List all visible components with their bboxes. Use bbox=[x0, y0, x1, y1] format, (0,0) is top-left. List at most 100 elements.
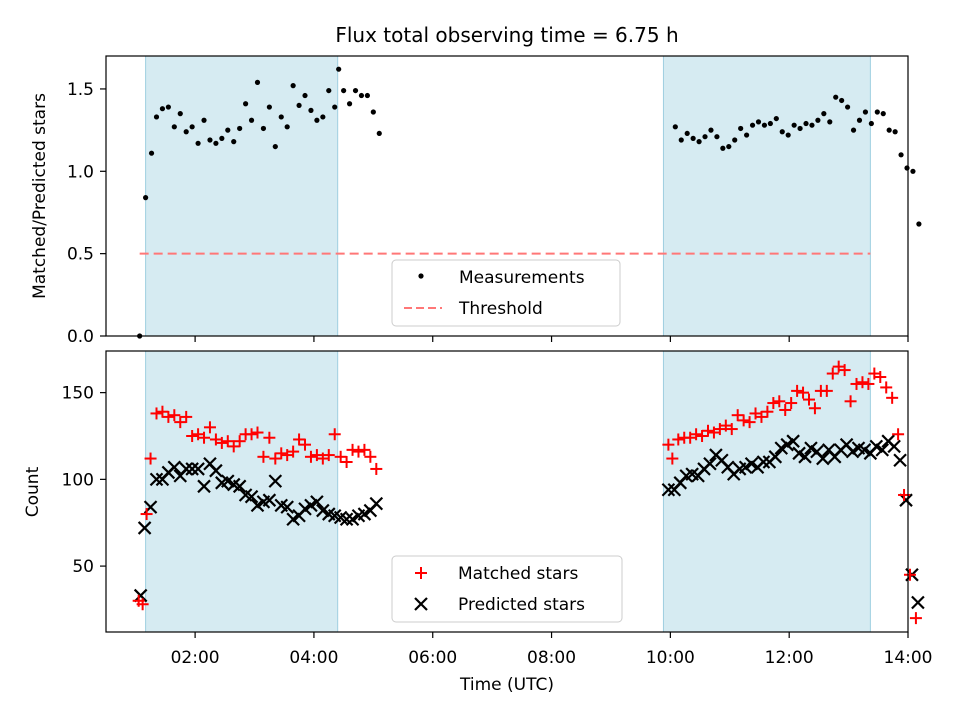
matched-star-point-24 bbox=[263, 431, 276, 444]
matched-star-point-29 bbox=[293, 433, 306, 446]
predicted-star-point-20 bbox=[244, 489, 259, 504]
matched-star-point-50 bbox=[701, 424, 714, 437]
bottom-legend-box bbox=[391, 555, 623, 623]
chart-title: Flux total observing time = 6.75 h bbox=[335, 23, 678, 47]
measurement-point-3 bbox=[148, 150, 155, 156]
top-legend: Measurements Threshold bbox=[391, 259, 621, 327]
measurement-point-70 bbox=[833, 94, 839, 100]
matched-star-point-37 bbox=[340, 456, 353, 469]
measurement-point-25 bbox=[278, 114, 284, 120]
x-tick-label-5: 10:00 bbox=[646, 648, 695, 668]
measurement-point-17 bbox=[231, 139, 237, 145]
predicted-star-point-18 bbox=[232, 479, 247, 494]
top-plot-frame bbox=[105, 55, 909, 337]
predicted-star-point-1 bbox=[133, 588, 148, 603]
legend-matched-marker bbox=[415, 567, 427, 579]
measurement-point-15 bbox=[219, 135, 225, 141]
matched-star-point-64 bbox=[785, 397, 798, 410]
matched-star-point-79 bbox=[874, 371, 887, 384]
legend-predicted-label: Predicted stars bbox=[458, 595, 585, 615]
predicted-star-point-11 bbox=[191, 462, 205, 476]
bottom-y-tick-label-1: 50 bbox=[72, 557, 94, 577]
top-y-tick-label-3: 1.0 bbox=[67, 162, 94, 182]
measurement-point-2 bbox=[143, 195, 149, 201]
matched-star-point-36 bbox=[334, 450, 347, 463]
predicted-star-point-58 bbox=[756, 455, 771, 469]
matched-star-point-65 bbox=[791, 384, 804, 397]
matched-star-point-66 bbox=[797, 386, 810, 399]
predicted-star-point-68 bbox=[816, 451, 830, 466]
measurement-point-16 bbox=[225, 127, 231, 133]
measurement-point-46 bbox=[690, 135, 696, 141]
matched-star-point-56 bbox=[737, 414, 750, 427]
matched-star-point-9 bbox=[174, 416, 187, 429]
matched-star-point-61 bbox=[767, 397, 780, 410]
bottom-legend: Matched stars Predicted stars bbox=[391, 555, 623, 623]
measurement-point-76 bbox=[868, 120, 874, 127]
legend-threshold-label: Threshold bbox=[458, 299, 543, 319]
measurement-point-22 bbox=[260, 125, 267, 132]
measurement-point-52 bbox=[726, 143, 732, 150]
measurement-point-79 bbox=[886, 127, 892, 133]
matched-star-point-70 bbox=[820, 384, 833, 397]
measurement-point-56 bbox=[749, 122, 756, 128]
top-y-tick-label-1: 0.0 bbox=[67, 327, 94, 347]
measurement-point-84 bbox=[916, 221, 922, 227]
matched-star-point-67 bbox=[802, 393, 815, 406]
measurement-point-41 bbox=[370, 109, 376, 115]
legend-predicted-marker bbox=[414, 597, 428, 611]
measurement-point-14 bbox=[213, 140, 219, 146]
measurement-point-13 bbox=[207, 137, 213, 143]
predicted-star-point-65 bbox=[798, 450, 812, 464]
measurement-point-9 bbox=[183, 129, 189, 135]
matched-star-point-21 bbox=[245, 428, 258, 441]
matched-star-point-39 bbox=[352, 445, 365, 458]
measurement-point-66 bbox=[809, 122, 815, 128]
measurement-point-38 bbox=[352, 87, 359, 94]
top-y-axis-label: Matched/Predicted stars bbox=[30, 93, 50, 299]
matched-star-point-28 bbox=[287, 445, 300, 458]
top-shaded-interval-1 bbox=[145, 55, 339, 337]
measurement-point-20 bbox=[248, 117, 255, 123]
predicted-star-point-84 bbox=[911, 595, 925, 610]
predicted-star-point-9 bbox=[179, 462, 193, 476]
measurement-point-60 bbox=[773, 115, 779, 122]
measurement-point-24 bbox=[272, 143, 278, 150]
x-tick-label-7: 14:00 bbox=[884, 648, 933, 668]
predicted-star-point-78 bbox=[875, 443, 890, 457]
measurement-point-50 bbox=[714, 134, 720, 140]
matched-star-point-84 bbox=[903, 568, 916, 581]
predicted-star-point-41 bbox=[369, 496, 384, 511]
measurement-point-42 bbox=[376, 130, 382, 137]
predicted-star-point-31 bbox=[310, 495, 324, 509]
top-y-tick-label-4: 1.5 bbox=[67, 80, 94, 100]
measurement-point-78 bbox=[880, 111, 886, 117]
measurement-point-58 bbox=[761, 122, 768, 128]
matched-star-point-25 bbox=[269, 452, 282, 465]
matched-star-point-18 bbox=[227, 440, 240, 453]
x-tick-label-3: 06:00 bbox=[408, 648, 457, 668]
measurement-point-63 bbox=[791, 122, 797, 128]
matched-star-point-23 bbox=[257, 450, 270, 463]
measurement-point-5 bbox=[159, 106, 166, 112]
predicted-star-point-14 bbox=[209, 463, 223, 478]
top-panel: 0.0 0.5 1.0 1.5 Matched/Predicted stars Mea… bbox=[30, 55, 922, 347]
measurement-point-18 bbox=[237, 125, 243, 132]
matched-star-point-35 bbox=[328, 428, 341, 441]
measurement-point-10 bbox=[189, 124, 195, 130]
measurement-point-59 bbox=[767, 120, 773, 127]
measurement-point-12 bbox=[201, 117, 207, 123]
measurement-point-62 bbox=[785, 132, 791, 138]
bottom-shaded-interval-2 bbox=[662, 350, 871, 633]
matched-star-point-71 bbox=[826, 367, 839, 380]
matched-star-point-6 bbox=[156, 405, 169, 418]
top-shaded-intervals bbox=[145, 55, 871, 337]
matched-star-point-30 bbox=[299, 438, 312, 451]
measurement-point-83 bbox=[910, 168, 916, 174]
matched-star-point-60 bbox=[761, 405, 774, 418]
bottom-x-axis-label: Time (UTC) bbox=[459, 675, 554, 695]
predicted-star-point-82 bbox=[899, 493, 913, 507]
matched-star-point-54 bbox=[725, 423, 738, 436]
measurement-point-23 bbox=[266, 104, 272, 110]
